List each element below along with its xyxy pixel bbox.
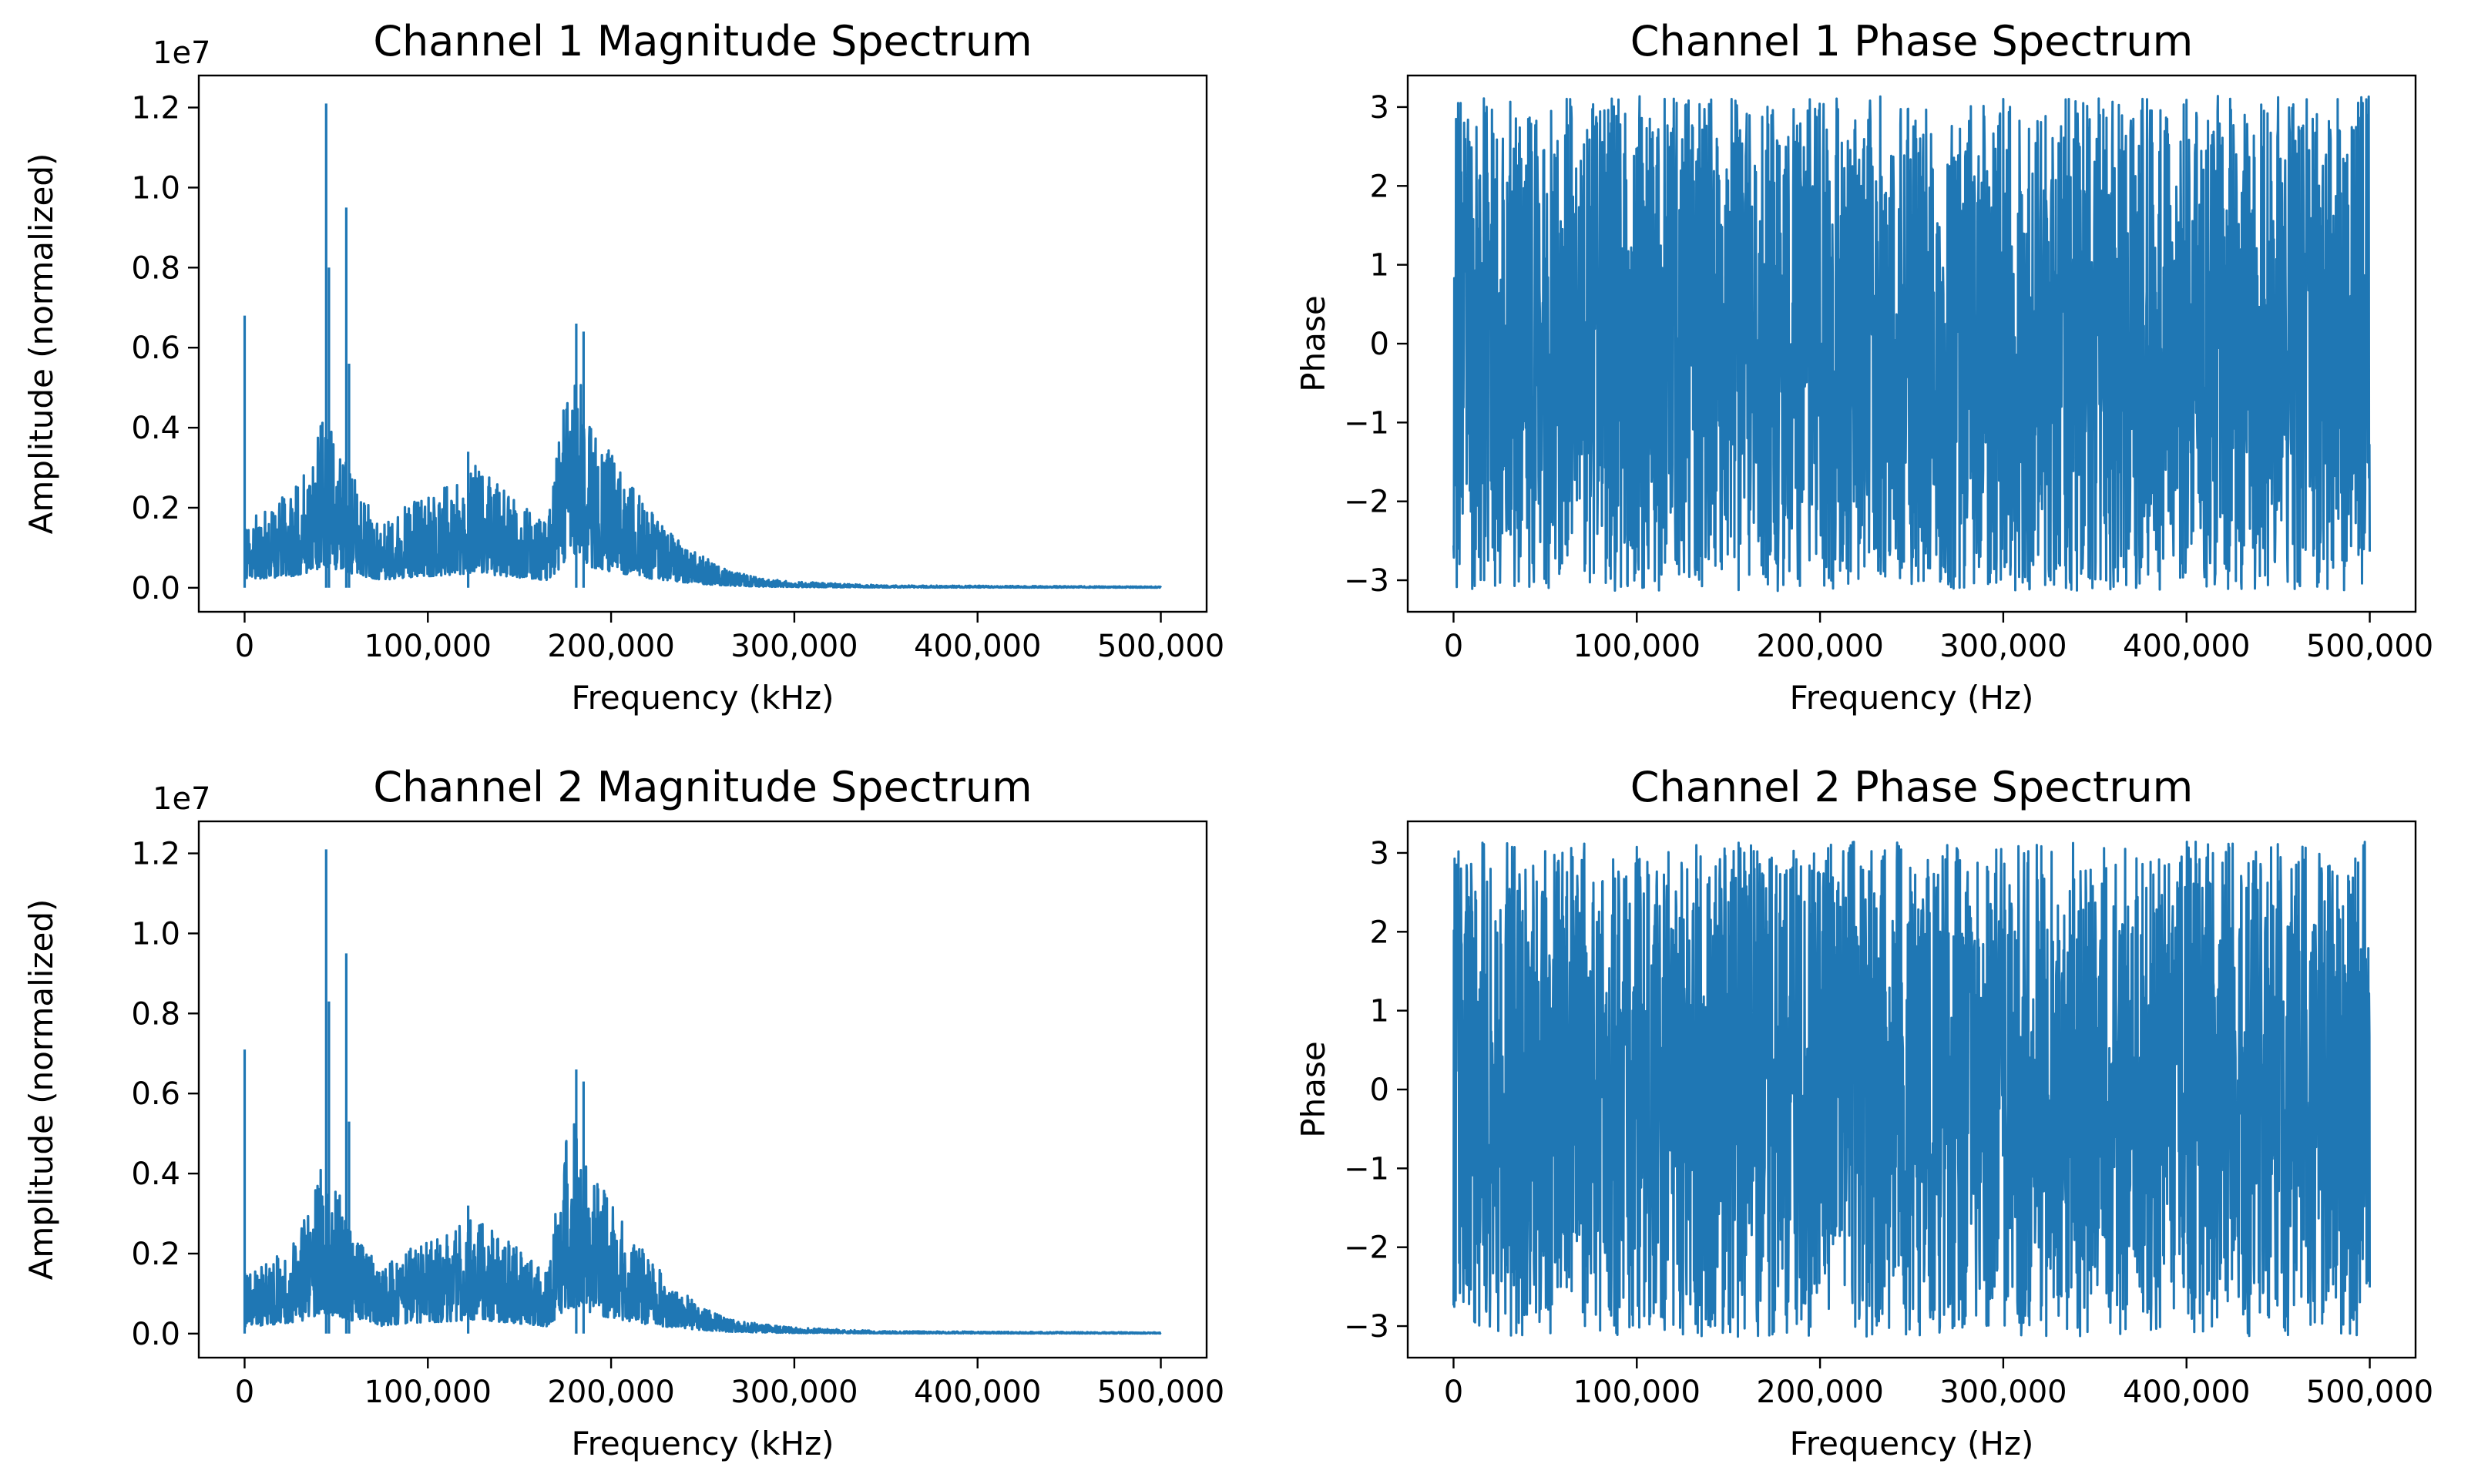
axes-frame — [197, 74, 1208, 613]
series-line — [1452, 841, 2371, 1338]
y-tick-label: 0.0 — [131, 571, 180, 606]
y-tick-label: 1 — [1370, 994, 1389, 1029]
y-tick-label: 3 — [1370, 836, 1389, 871]
x-axis-label: Frequency (Hz) — [1790, 1425, 2034, 1462]
x-tick-label: 400,000 — [2123, 1375, 2250, 1410]
y-axis-offset-label: 1e7 — [153, 781, 211, 817]
series-line — [1452, 95, 2371, 593]
chart-title: Channel 1 Phase Spectrum — [1630, 17, 2193, 65]
y-tick-label: 2 — [1370, 169, 1389, 204]
x-tick-label: 200,000 — [547, 1375, 674, 1410]
y-tick-label: 1.0 — [131, 916, 180, 952]
x-axis-label: Frequency (kHz) — [571, 1425, 834, 1462]
y-tick-label: 1 — [1370, 248, 1389, 284]
y-axis-label: Amplitude (normalized) — [22, 153, 60, 535]
x-tick-label: 400,000 — [914, 629, 1041, 664]
x-tick-label: 0 — [235, 1375, 254, 1410]
y-tick-label: 1.2 — [131, 837, 180, 872]
y-tick-label: 0.2 — [131, 1237, 180, 1272]
x-tick-label: 0 — [1444, 1375, 1463, 1410]
series-line — [243, 849, 1162, 1335]
y-tick-label: 0.4 — [131, 1157, 180, 1192]
y-tick-label: 3 — [1370, 90, 1389, 126]
x-tick-label: 300,000 — [1939, 629, 2067, 664]
y-tick-label: 0.8 — [131, 250, 180, 286]
y-tick-label: 0 — [1370, 327, 1389, 362]
x-axis-label: Frequency (kHz) — [571, 679, 834, 717]
chart-title: Channel 1 Magnitude Spectrum — [373, 17, 1032, 65]
y-axis-offset-label: 1e7 — [153, 35, 211, 71]
chart-title: Channel 2 Phase Spectrum — [1630, 763, 2193, 811]
y-tick-label: −1 — [1344, 405, 1389, 441]
y-tick-label: 0 — [1370, 1073, 1389, 1108]
panel-channel-1-phase: Channel 1 Phase Spectrum Frequency (Hz) … — [1294, 17, 2433, 717]
axes-frame — [197, 820, 1208, 1359]
y-tick-label: 0.8 — [131, 996, 180, 1032]
x-tick-label: 400,000 — [914, 1375, 1041, 1410]
y-tick-label: 2 — [1370, 915, 1389, 950]
y-tick-label: 0.2 — [131, 491, 180, 526]
x-tick-label: 400,000 — [2123, 629, 2250, 664]
panel-channel-2-phase: Channel 2 Phase Spectrum Frequency (Hz) … — [1294, 763, 2433, 1462]
series-line — [243, 103, 1162, 589]
y-axis-label: Amplitude (normalized) — [22, 899, 60, 1281]
x-tick-label: 300,000 — [730, 629, 858, 664]
x-tick-label: 300,000 — [1939, 1375, 2067, 1410]
x-tick-label: 0 — [235, 629, 254, 664]
y-axis-label: Phase — [1294, 295, 1332, 391]
y-tick-label: −1 — [1344, 1151, 1389, 1187]
x-tick-label: 500,000 — [1097, 1375, 1224, 1410]
x-tick-label: 500,000 — [1097, 629, 1224, 664]
x-tick-label: 100,000 — [1573, 629, 1701, 664]
x-tick-label: 200,000 — [547, 629, 674, 664]
x-tick-label: 500,000 — [2306, 629, 2433, 664]
y-tick-label: 1.0 — [131, 170, 180, 206]
x-tick-label: 200,000 — [1756, 1375, 1883, 1410]
x-tick-label: 100,000 — [364, 629, 492, 664]
x-tick-label: 100,000 — [364, 1375, 492, 1410]
y-tick-label: 1.2 — [131, 91, 180, 126]
y-tick-label: 0.0 — [131, 1317, 180, 1352]
y-tick-label: −2 — [1344, 485, 1389, 520]
x-tick-label: 500,000 — [2306, 1375, 2433, 1410]
y-tick-label: −2 — [1344, 1231, 1389, 1266]
y-tick-label: −3 — [1344, 1309, 1389, 1345]
y-tick-label: −3 — [1344, 563, 1389, 599]
x-tick-label: 100,000 — [1573, 1375, 1701, 1410]
x-tick-label: 200,000 — [1756, 629, 1883, 664]
x-axis-label: Frequency (Hz) — [1790, 679, 2034, 717]
x-tick-label: 0 — [1444, 629, 1463, 664]
y-tick-label: 0.6 — [131, 331, 180, 366]
panel-channel-1-magnitude: Channel 1 Magnitude Spectrum Frequency (… — [22, 17, 1224, 717]
y-axis-label: Phase — [1294, 1041, 1332, 1137]
y-tick-label: 0.6 — [131, 1076, 180, 1112]
panel-channel-2-magnitude: Channel 2 Magnitude Spectrum Frequency (… — [22, 763, 1224, 1462]
x-tick-label: 300,000 — [730, 1375, 858, 1410]
y-tick-label: 0.4 — [131, 411, 180, 446]
chart-title: Channel 2 Magnitude Spectrum — [373, 763, 1032, 811]
